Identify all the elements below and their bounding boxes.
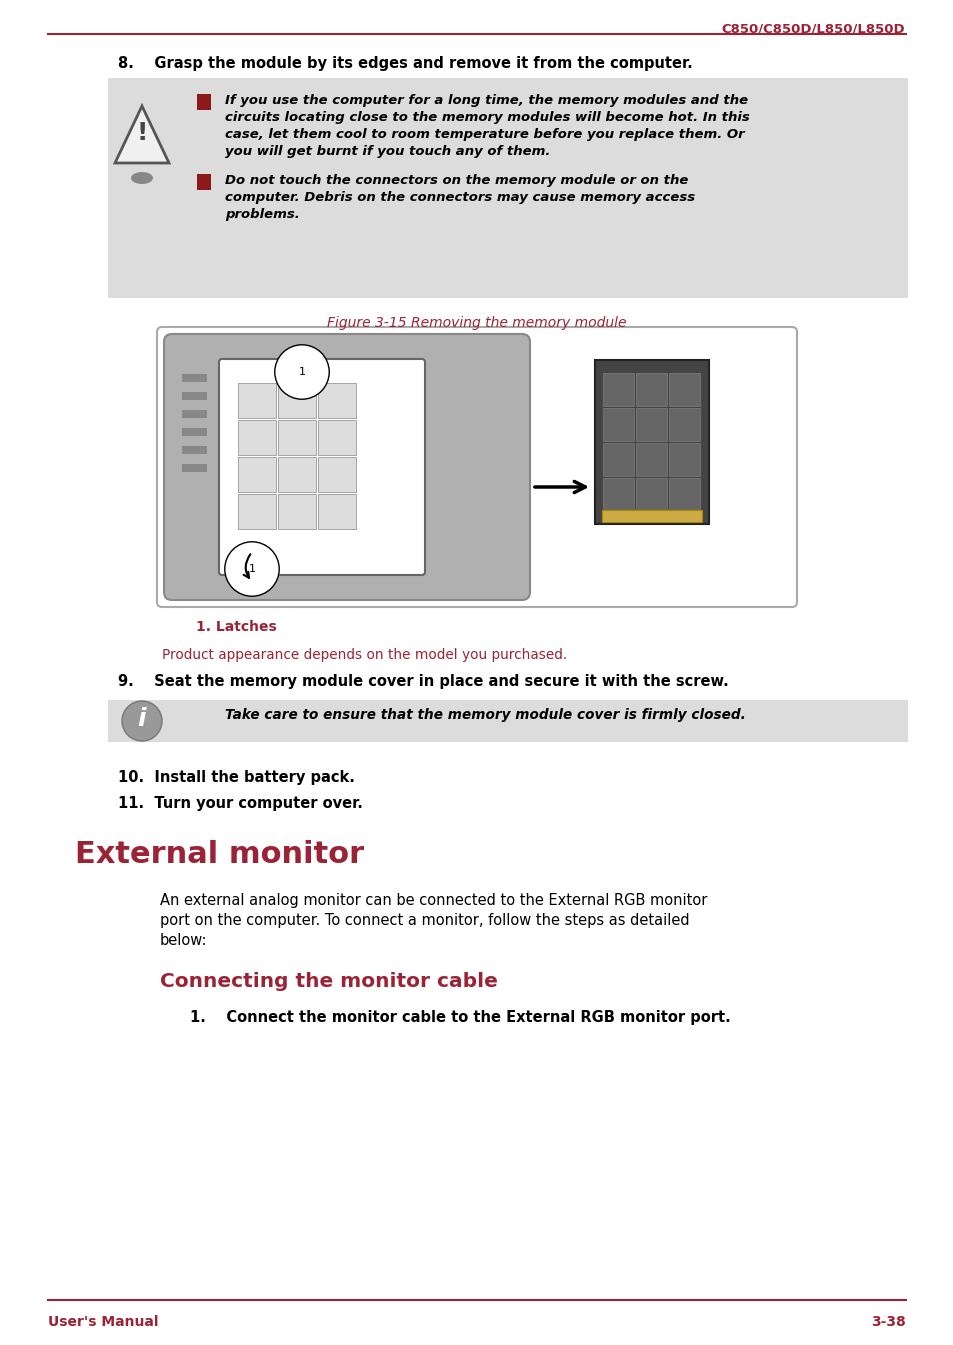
FancyBboxPatch shape (182, 391, 207, 399)
FancyBboxPatch shape (636, 373, 666, 406)
Text: port on the computer. To connect a monitor, follow the steps as detailed: port on the computer. To connect a monit… (160, 913, 689, 928)
Text: Figure 3-15 Removing the memory module: Figure 3-15 Removing the memory module (327, 316, 626, 330)
Bar (196, 174, 211, 190)
Text: 1: 1 (298, 367, 305, 377)
Polygon shape (115, 106, 169, 163)
FancyBboxPatch shape (317, 457, 355, 492)
FancyBboxPatch shape (595, 360, 708, 525)
Text: 10.  Install the battery pack.: 10. Install the battery pack. (118, 769, 355, 785)
Text: Product appearance depends on the model you purchased.: Product appearance depends on the model … (162, 648, 567, 662)
Text: problems.: problems. (225, 208, 299, 221)
FancyBboxPatch shape (182, 464, 207, 472)
Text: computer. Debris on the connectors may cause memory access: computer. Debris on the connectors may c… (225, 191, 695, 204)
Ellipse shape (131, 172, 152, 184)
Text: 8.    Grasp the module by its edges and remove it from the computer.: 8. Grasp the module by its edges and rem… (118, 56, 692, 71)
FancyBboxPatch shape (108, 78, 907, 299)
Text: you will get burnt if you touch any of them.: you will get burnt if you touch any of t… (225, 145, 550, 157)
FancyBboxPatch shape (602, 443, 634, 476)
FancyBboxPatch shape (602, 408, 634, 441)
FancyBboxPatch shape (182, 447, 207, 455)
FancyBboxPatch shape (317, 383, 355, 418)
FancyBboxPatch shape (636, 408, 666, 441)
Bar (196, 94, 211, 110)
FancyBboxPatch shape (182, 428, 207, 436)
FancyBboxPatch shape (317, 494, 355, 529)
Text: below:: below: (160, 933, 208, 948)
FancyBboxPatch shape (668, 373, 700, 406)
Text: User's Manual: User's Manual (48, 1315, 158, 1329)
FancyBboxPatch shape (636, 477, 666, 511)
Text: 1: 1 (248, 564, 255, 574)
FancyBboxPatch shape (277, 383, 315, 418)
FancyBboxPatch shape (317, 420, 355, 455)
FancyBboxPatch shape (164, 334, 530, 600)
FancyBboxPatch shape (277, 420, 315, 455)
FancyBboxPatch shape (668, 408, 700, 441)
Text: If you use the computer for a long time, the memory modules and the: If you use the computer for a long time,… (225, 94, 747, 108)
Text: Do not touch the connectors on the memory module or on the: Do not touch the connectors on the memor… (225, 174, 688, 187)
FancyBboxPatch shape (237, 494, 275, 529)
Text: Connecting the monitor cable: Connecting the monitor cable (160, 972, 497, 991)
Text: Take care to ensure that the memory module cover is firmly closed.: Take care to ensure that the memory modu… (225, 707, 745, 722)
FancyBboxPatch shape (182, 374, 207, 382)
Text: An external analog monitor can be connected to the External RGB monitor: An external analog monitor can be connec… (160, 893, 706, 908)
FancyBboxPatch shape (636, 443, 666, 476)
FancyBboxPatch shape (237, 457, 275, 492)
Text: 1. Latches: 1. Latches (195, 620, 276, 633)
Text: C850/C850D/L850/L850D: C850/C850D/L850/L850D (720, 22, 904, 35)
FancyBboxPatch shape (668, 477, 700, 511)
Text: External monitor: External monitor (75, 841, 364, 869)
FancyBboxPatch shape (277, 494, 315, 529)
FancyBboxPatch shape (157, 327, 796, 607)
FancyBboxPatch shape (219, 359, 424, 576)
FancyBboxPatch shape (237, 420, 275, 455)
FancyBboxPatch shape (601, 510, 701, 522)
FancyBboxPatch shape (602, 477, 634, 511)
FancyBboxPatch shape (277, 457, 315, 492)
Text: 11.  Turn your computer over.: 11. Turn your computer over. (118, 796, 362, 811)
Text: circuits locating close to the memory modules will become hot. In this: circuits locating close to the memory mo… (225, 112, 749, 124)
FancyBboxPatch shape (182, 410, 207, 418)
FancyBboxPatch shape (108, 699, 907, 742)
Circle shape (122, 701, 162, 741)
Text: 9.    Seat the memory module cover in place and secure it with the screw.: 9. Seat the memory module cover in place… (118, 674, 728, 689)
Text: i: i (137, 707, 146, 730)
FancyBboxPatch shape (602, 373, 634, 406)
Text: 3-38: 3-38 (870, 1315, 905, 1329)
Text: case, let them cool to room temperature before you replace them. Or: case, let them cool to room temperature … (225, 128, 744, 141)
FancyBboxPatch shape (237, 383, 275, 418)
Text: 1.    Connect the monitor cable to the External RGB monitor port.: 1. Connect the monitor cable to the Exte… (190, 1010, 730, 1025)
Text: !: ! (136, 121, 148, 145)
FancyBboxPatch shape (668, 443, 700, 476)
